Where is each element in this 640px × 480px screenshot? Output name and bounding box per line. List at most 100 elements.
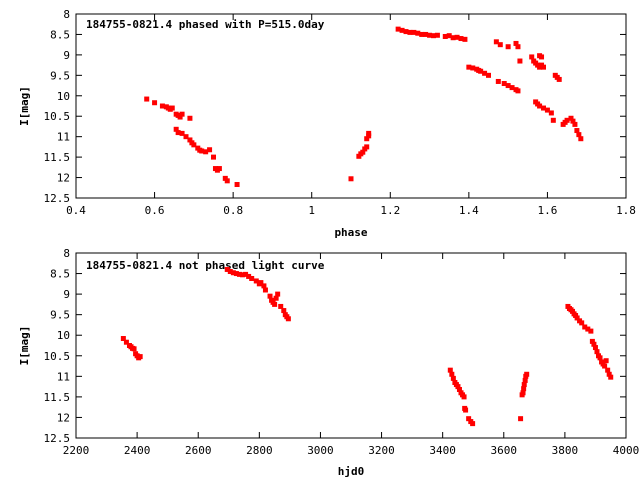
y-tick-label: 11 <box>57 131 70 144</box>
data-point <box>461 394 467 400</box>
data-point <box>262 287 268 293</box>
data-point <box>187 137 193 143</box>
data-point <box>574 128 580 134</box>
data-point <box>466 416 472 422</box>
data-point <box>131 346 137 352</box>
data-point <box>463 407 469 413</box>
data-point <box>454 34 460 40</box>
data-point <box>191 142 197 148</box>
data-point <box>423 31 429 37</box>
data-point <box>524 371 530 377</box>
data-point <box>537 103 543 109</box>
data-point <box>455 384 461 390</box>
data-point <box>541 64 546 70</box>
data-point <box>556 76 562 82</box>
y-tick-label: 11 <box>57 370 70 383</box>
data-point <box>470 421 476 427</box>
data-point <box>183 134 189 140</box>
y-tick-label: 12.5 <box>44 432 71 445</box>
data-point <box>574 315 580 321</box>
y-tick-label: 12.5 <box>44 192 71 205</box>
data-point <box>399 27 405 33</box>
data-point <box>431 33 436 39</box>
y-tick-label: 9 <box>63 288 70 301</box>
data-point <box>486 72 491 78</box>
data-point <box>449 371 455 377</box>
data-point <box>606 371 612 377</box>
x-tick-label: 0.4 <box>66 204 86 217</box>
y-tick-label: 12 <box>57 411 70 424</box>
data-point <box>501 81 507 87</box>
data-point <box>123 339 129 345</box>
data-point <box>495 78 501 84</box>
data-point <box>179 111 185 117</box>
data-point <box>478 68 484 74</box>
data-point <box>564 117 570 123</box>
data-point <box>466 64 472 70</box>
y-tick-label: 11.5 <box>44 391 71 404</box>
y-tick-label: 10.5 <box>44 350 71 363</box>
data-point <box>597 355 603 361</box>
data-point <box>579 320 585 326</box>
plot-frame <box>75 13 627 199</box>
x-tick-label: 0.8 <box>223 204 243 217</box>
data-point <box>275 291 281 297</box>
data-point <box>442 33 448 39</box>
data-point <box>120 336 126 342</box>
data-point <box>585 326 591 332</box>
data-point <box>548 110 554 116</box>
data-point <box>570 118 576 124</box>
y-tick-label: 11.5 <box>44 151 71 164</box>
data-point <box>246 273 252 279</box>
data-point <box>364 136 370 142</box>
data-point <box>261 283 267 289</box>
x-tick-label: 2400 <box>124 444 151 457</box>
data-point <box>281 308 287 314</box>
x-tick-label: 0.6 <box>145 204 165 217</box>
data-point <box>360 149 366 155</box>
data-point <box>602 363 608 369</box>
data-point <box>403 29 409 35</box>
data-point <box>203 149 209 155</box>
y-tick-label: 9 <box>63 49 70 62</box>
y-tick-label: 10.5 <box>44 110 71 123</box>
data-point <box>572 121 578 127</box>
data-point <box>493 39 499 45</box>
y-tick-label: 8.5 <box>50 268 70 281</box>
x-tick-label: 3000 <box>307 444 334 457</box>
data-point <box>144 96 150 102</box>
data-point <box>258 280 264 286</box>
y-tick-label: 8 <box>63 8 70 21</box>
data-point <box>411 29 417 35</box>
data-point <box>395 26 401 32</box>
data-point <box>505 44 511 50</box>
data-point <box>446 33 452 39</box>
data-point <box>515 88 521 94</box>
data-point <box>348 176 354 182</box>
data-point <box>568 115 574 121</box>
data-point <box>497 42 503 48</box>
data-point <box>529 54 535 60</box>
y-tick-label: 12 <box>57 172 70 185</box>
y-tick-label: 9.5 <box>50 309 70 322</box>
data-point <box>249 275 255 281</box>
data-point <box>179 130 185 136</box>
data-point <box>224 178 230 184</box>
x-tick-label: 1.6 <box>537 204 557 217</box>
data-point <box>159 103 165 109</box>
data-point <box>539 54 545 60</box>
x-axis-label: phase <box>334 226 367 239</box>
data-point <box>589 338 595 344</box>
data-point <box>175 130 181 136</box>
data-point <box>550 117 556 123</box>
x-axis-label: hjd0 <box>338 465 365 478</box>
data-point <box>462 36 468 42</box>
data-point <box>253 278 259 284</box>
y-tick-label: 9.5 <box>50 69 70 82</box>
data-point <box>364 144 370 150</box>
data-point <box>272 301 278 307</box>
x-tick-label: 3600 <box>491 444 518 457</box>
data-point <box>518 416 524 422</box>
unphased-light-curve-panel: 2200 2400 2600 2800 3000 3200 3400 3600 3800 4000… <box>18 247 639 478</box>
data-point <box>594 349 600 355</box>
